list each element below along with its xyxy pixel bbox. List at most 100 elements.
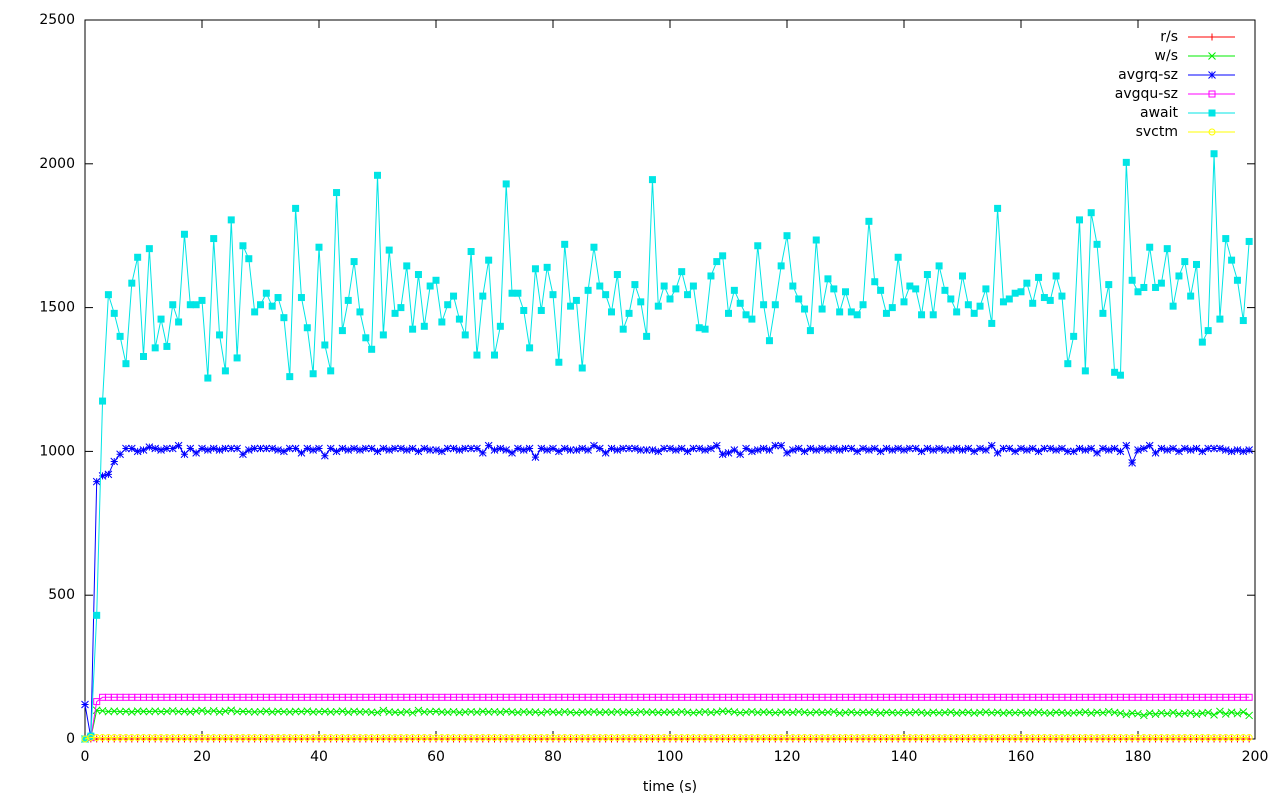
y-tick-label: 0 xyxy=(66,731,75,747)
marker xyxy=(1029,299,1037,307)
marker xyxy=(437,708,446,716)
marker xyxy=(607,444,616,453)
marker xyxy=(1093,240,1101,248)
marker xyxy=(367,708,376,717)
series-line xyxy=(84,444,1250,738)
marker xyxy=(315,444,323,453)
marker xyxy=(660,282,668,290)
marker xyxy=(882,708,891,717)
marker xyxy=(93,698,101,706)
marker xyxy=(461,331,469,339)
marker xyxy=(297,448,306,457)
marker xyxy=(812,446,821,454)
marker xyxy=(560,444,569,453)
legend-label: svctm xyxy=(1136,124,1178,140)
marker xyxy=(1146,243,1154,251)
marker xyxy=(274,294,282,302)
marker xyxy=(251,308,259,316)
marker xyxy=(1163,446,1172,454)
marker xyxy=(391,309,399,317)
x-tick-label: 80 xyxy=(544,749,562,765)
marker xyxy=(578,364,586,372)
marker xyxy=(1157,444,1166,453)
marker xyxy=(484,708,493,716)
marker xyxy=(496,444,505,453)
marker xyxy=(356,446,364,454)
marker xyxy=(309,446,318,454)
marker xyxy=(689,282,697,290)
marker xyxy=(689,444,698,453)
marker xyxy=(292,204,300,212)
marker xyxy=(192,448,201,457)
marker xyxy=(134,253,142,261)
marker xyxy=(344,446,353,454)
marker xyxy=(491,351,498,359)
marker xyxy=(1128,276,1136,284)
marker xyxy=(701,325,709,333)
marker xyxy=(602,291,610,299)
marker xyxy=(192,301,200,309)
marker xyxy=(1052,708,1060,717)
marker xyxy=(941,446,949,454)
marker xyxy=(783,448,791,457)
marker xyxy=(958,708,967,717)
marker xyxy=(438,318,446,326)
marker xyxy=(479,292,487,300)
marker xyxy=(1163,245,1171,253)
marker xyxy=(777,441,786,450)
marker xyxy=(1063,447,1072,456)
marker xyxy=(888,708,897,717)
marker xyxy=(525,444,534,453)
marker xyxy=(280,314,288,322)
marker xyxy=(233,354,241,362)
marker xyxy=(508,289,516,297)
marker xyxy=(1122,441,1131,450)
marker xyxy=(239,707,247,716)
marker xyxy=(549,291,557,299)
marker xyxy=(952,444,961,453)
marker xyxy=(368,345,376,353)
marker xyxy=(882,309,890,317)
marker xyxy=(1035,273,1043,281)
marker xyxy=(1005,708,1014,717)
marker xyxy=(806,444,815,453)
marker xyxy=(286,373,294,381)
marker xyxy=(127,444,136,453)
marker xyxy=(391,708,399,717)
marker xyxy=(1023,279,1031,287)
marker xyxy=(333,189,341,197)
marker xyxy=(671,446,680,454)
marker xyxy=(730,446,739,454)
marker xyxy=(443,444,452,453)
marker xyxy=(1087,444,1096,453)
marker xyxy=(870,444,879,453)
marker xyxy=(362,334,370,342)
marker xyxy=(818,444,826,453)
marker xyxy=(660,708,669,717)
marker xyxy=(320,451,329,460)
marker xyxy=(426,282,434,290)
marker xyxy=(397,444,405,453)
marker xyxy=(888,446,897,454)
marker xyxy=(379,331,387,339)
marker xyxy=(584,446,592,454)
marker xyxy=(163,444,171,453)
marker xyxy=(771,441,780,450)
marker xyxy=(1216,444,1224,453)
marker xyxy=(110,309,118,317)
marker xyxy=(163,342,171,350)
marker xyxy=(1169,444,1177,453)
marker xyxy=(221,367,229,375)
marker xyxy=(625,309,633,317)
marker xyxy=(707,444,715,453)
marker xyxy=(1175,447,1183,456)
marker xyxy=(122,444,130,453)
x-tick-label: 180 xyxy=(1125,749,1152,765)
marker xyxy=(988,319,996,327)
marker xyxy=(1198,338,1206,346)
marker xyxy=(1208,52,1216,60)
marker xyxy=(315,243,323,251)
marker xyxy=(93,611,101,619)
marker xyxy=(537,444,546,453)
x-tick-label: 60 xyxy=(427,749,445,765)
